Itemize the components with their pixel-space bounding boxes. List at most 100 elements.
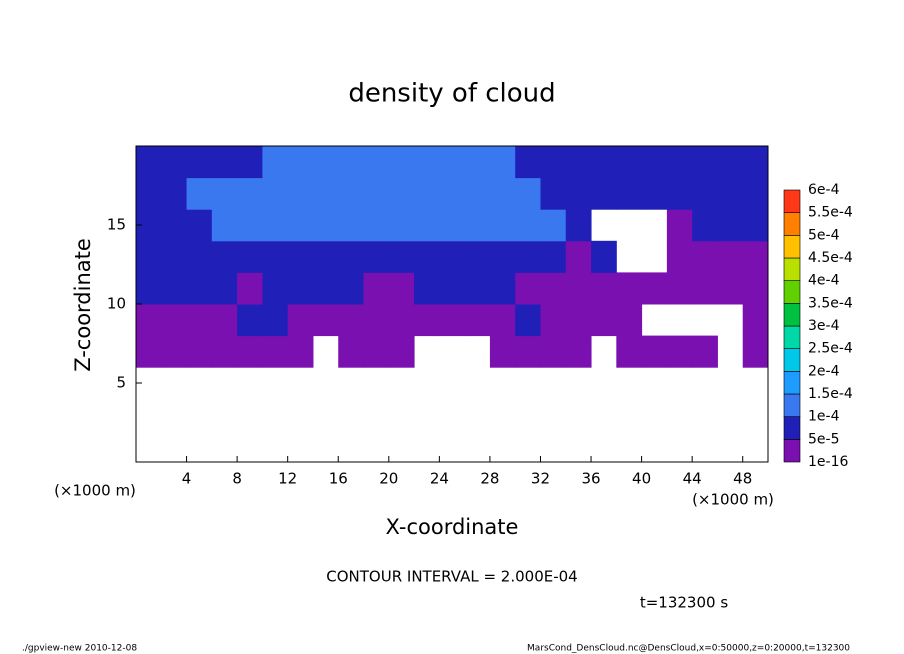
contour-cell (262, 240, 289, 273)
contour-cell (161, 272, 188, 305)
contour-cell (338, 177, 365, 210)
colorbar-label: 2e-4 (808, 363, 840, 379)
contour-cell (515, 177, 541, 210)
contour-cell (388, 177, 415, 210)
contour-cell (717, 177, 744, 210)
contour-cell (161, 177, 188, 210)
contour-cell (388, 240, 415, 273)
contour-cell (565, 240, 592, 273)
colorbar-label: 3e-4 (808, 318, 840, 334)
contour-cell (136, 146, 162, 179)
contour-interval: CONTOUR INTERVAL = 2.000E-04 (326, 568, 577, 586)
contour-cell (439, 240, 466, 273)
contour-cell (338, 209, 365, 242)
contour-cell (161, 240, 188, 273)
colorbar-band (783, 303, 801, 327)
colorbar-band (783, 371, 801, 395)
contour-cell (136, 335, 162, 368)
contour-cell (161, 146, 188, 179)
contour-cell (464, 304, 491, 337)
contour-cell (489, 240, 516, 273)
contour-cell (565, 209, 592, 242)
contour-cell (287, 209, 314, 242)
contour-cell (692, 177, 718, 210)
contour-cell (666, 146, 693, 179)
contour-cell (312, 240, 339, 273)
contour-cell (692, 335, 718, 368)
colorbar-label: 1e-16 (808, 454, 848, 470)
contour-cell (565, 177, 592, 210)
contour-cell (742, 240, 769, 273)
x-tick-label: 20 (379, 470, 398, 488)
contour-cell (515, 272, 541, 305)
contour-cell (641, 272, 668, 305)
contour-cell (540, 209, 567, 242)
colorbar-label: 1e-4 (808, 409, 840, 425)
colorbar-band (783, 189, 801, 213)
contour-cell (211, 304, 238, 337)
contour-cell (742, 146, 769, 179)
contour-cell (515, 209, 541, 242)
x-tick-label: 36 (581, 470, 600, 488)
contour-cell (414, 304, 440, 337)
colorbar-band (783, 325, 801, 349)
contour-cell (312, 146, 339, 179)
contour-cell (742, 272, 769, 305)
contour-cell (363, 272, 390, 305)
contour-cell (363, 209, 390, 242)
contour-cell (540, 146, 567, 179)
contour-cell (616, 177, 643, 210)
contour-cell (262, 335, 289, 368)
contour-cell (338, 335, 365, 368)
contour-cell (717, 272, 744, 305)
contour-cell (161, 335, 188, 368)
contour-cell (312, 272, 339, 305)
contour-cell (363, 335, 390, 368)
contour-cell (692, 146, 718, 179)
contour-cell (591, 240, 617, 273)
x-tick-label: 44 (683, 470, 702, 488)
contour-cell (237, 209, 263, 242)
colorbar-label: 1.5e-4 (808, 386, 853, 402)
contour-cell (464, 272, 491, 305)
colorbar-label: 5.5e-4 (808, 205, 853, 221)
contour-cell (464, 177, 491, 210)
contour-cell (211, 209, 238, 242)
contour-cell (388, 209, 415, 242)
x-tick-label: 32 (531, 470, 550, 488)
contour-cell (692, 209, 718, 242)
contour-cell (641, 146, 668, 179)
colorbar-band (783, 393, 801, 417)
contour-cell (717, 209, 744, 242)
contour-cell (262, 272, 289, 305)
contour-cell (136, 272, 162, 305)
contour-cell (136, 240, 162, 273)
contour-cell (414, 177, 440, 210)
contour-cell (641, 177, 668, 210)
contour-cell (363, 240, 390, 273)
contour-cell (565, 335, 592, 368)
contour-cell (666, 209, 693, 242)
contour-cell (591, 272, 617, 305)
contour-cell (439, 146, 466, 179)
contour-cell (565, 272, 592, 305)
contour-cell (641, 335, 668, 368)
colorbar-label: 5e-4 (808, 227, 840, 243)
contour-cell (388, 335, 415, 368)
contour-cell (742, 209, 769, 242)
contour-cell (136, 177, 162, 210)
contour-cell (186, 335, 213, 368)
contour-cell (363, 177, 390, 210)
contour-cell (262, 304, 289, 337)
colorbar-band (783, 280, 801, 304)
contour-cell (363, 304, 390, 337)
x-tick-label: 48 (733, 470, 752, 488)
contour-cell (237, 335, 263, 368)
colorbar-label: 4.5e-4 (808, 250, 853, 266)
colorbar-band (783, 348, 801, 372)
colorbar-band (783, 212, 801, 236)
contour-field (136, 146, 769, 368)
contour-cell (136, 304, 162, 337)
contour-cell (439, 272, 466, 305)
contour-cell (211, 146, 238, 179)
